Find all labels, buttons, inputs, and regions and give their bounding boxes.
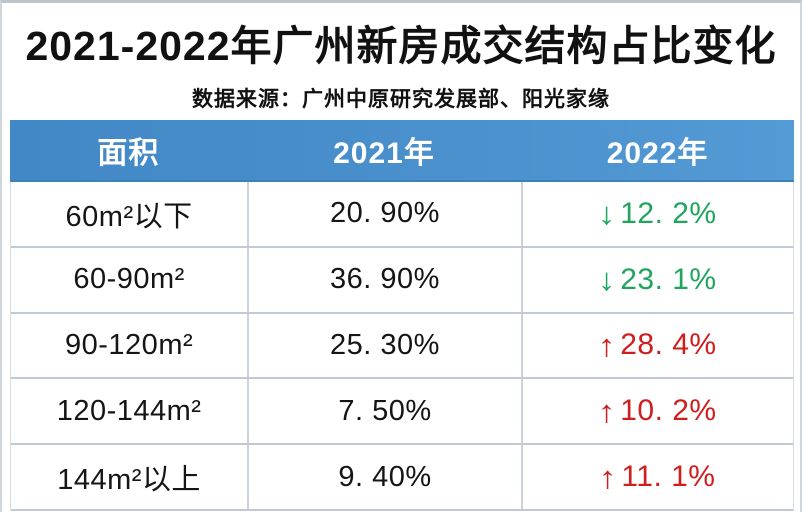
header-block: 2021-2022年广州新房成交结构占比变化 数据来源：广州中原研究发展部、阳光…: [2, 3, 800, 120]
page-title: 2021-2022年广州新房成交结构占比变化: [25, 23, 777, 69]
arrow-up-icon: ↑: [598, 327, 617, 363]
arrow-down-icon: ↓: [598, 196, 617, 232]
table-body: 60m²以下 20. 90% ↓ 12. 2% 60-90m² 36. 90% …: [10, 182, 794, 511]
arrow-up-icon: ↑: [598, 393, 617, 429]
column-header-2022: 2022年: [606, 137, 709, 170]
area-cell: 60m²以下: [65, 200, 193, 233]
value-2021-cell: 20. 90%: [247, 182, 521, 246]
change-value: 28. 4%: [620, 328, 717, 362]
value-2022-cell: ↑ 10. 2%: [520, 379, 793, 444]
value-2021-cell: 25. 30%: [247, 313, 521, 378]
data-table: 面积 2021年 2022年 60m²以下 20. 90% ↓ 12. 2% 6…: [10, 120, 794, 511]
change-value: 23. 1%: [620, 262, 717, 296]
table-row: 60-90m² 36. 90% ↓ 23. 1%: [11, 247, 793, 314]
column-header-area: 面积: [97, 137, 160, 170]
value-2022-cell: ↓ 23. 1%: [520, 247, 793, 312]
value-2021-cell: 7. 50%: [247, 379, 521, 444]
change-value: 10. 2%: [620, 394, 717, 428]
column-header-2021: 2021年: [333, 137, 435, 170]
data-source-subtitle: 数据来源：广州中原研究发展部、阳光家缘: [192, 88, 610, 111]
table-row: 120-144m² 7. 50% ↑ 10. 2%: [11, 379, 793, 446]
value-2022-cell: ↓ 12. 2%: [520, 182, 793, 246]
value-2021-cell: 9. 40%: [247, 445, 521, 509]
change-value: 11. 1%: [621, 460, 716, 494]
area-cell: 90-120m²: [65, 328, 194, 361]
table-header-row: 面积 2021年 2022年: [10, 120, 794, 182]
area-cell: 120-144m²: [56, 394, 202, 427]
table-row: 60m²以下 20. 90% ↓ 12. 2%: [11, 182, 793, 248]
value-2022-cell: ↑ 28. 4%: [520, 313, 793, 378]
area-cell: 60-90m²: [73, 263, 185, 296]
change-value: 12. 2%: [620, 196, 717, 230]
value-2021-cell: 36. 90%: [247, 247, 521, 312]
arrow-up-icon: ↑: [599, 459, 618, 495]
arrow-down-icon: ↓: [598, 262, 617, 298]
value-2022-cell: ↑ 11. 1%: [520, 445, 793, 509]
table-row: 144m²以上 9. 40% ↑ 11. 1%: [11, 445, 793, 511]
area-cell: 144m²以上: [57, 464, 201, 497]
table-row: 90-120m² 25. 30% ↑ 28. 4%: [11, 313, 793, 380]
